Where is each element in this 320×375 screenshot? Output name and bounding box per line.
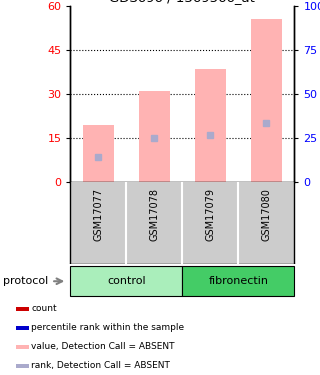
Bar xyxy=(139,91,170,182)
FancyBboxPatch shape xyxy=(70,266,182,296)
Bar xyxy=(16,326,29,330)
Bar xyxy=(16,363,29,368)
Bar xyxy=(16,306,29,310)
Text: fibronectin: fibronectin xyxy=(208,276,268,286)
Text: GSM17078: GSM17078 xyxy=(149,188,159,241)
FancyBboxPatch shape xyxy=(182,266,294,296)
Text: value, Detection Call = ABSENT: value, Detection Call = ABSENT xyxy=(31,342,175,351)
Text: control: control xyxy=(107,276,146,286)
Text: GSM17077: GSM17077 xyxy=(93,188,103,241)
Text: count: count xyxy=(31,304,57,313)
Text: GSM17080: GSM17080 xyxy=(261,188,271,240)
Text: percentile rank within the sample: percentile rank within the sample xyxy=(31,323,184,332)
Bar xyxy=(83,124,114,182)
Title: GDS696 / 1369566_at: GDS696 / 1369566_at xyxy=(109,0,255,4)
Bar xyxy=(16,345,29,348)
Text: protocol: protocol xyxy=(3,276,48,286)
Bar xyxy=(195,69,226,182)
Text: GSM17079: GSM17079 xyxy=(205,188,215,241)
Bar xyxy=(251,19,282,182)
Text: rank, Detection Call = ABSENT: rank, Detection Call = ABSENT xyxy=(31,361,170,370)
